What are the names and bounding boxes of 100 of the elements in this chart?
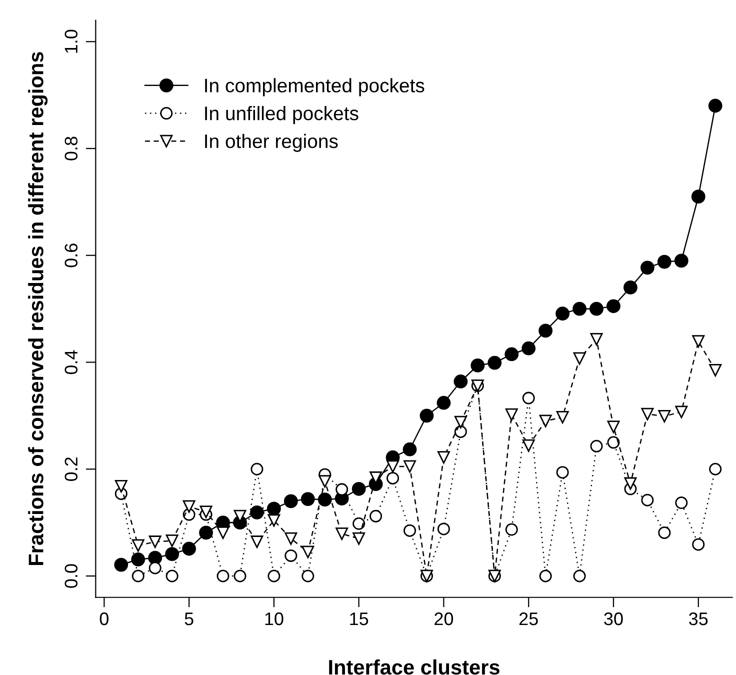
point — [200, 506, 212, 518]
point — [692, 335, 705, 348]
y-tick-label: 0.2 — [64, 457, 78, 481]
point — [674, 254, 688, 268]
point — [284, 532, 298, 545]
point — [539, 570, 552, 582]
point — [607, 436, 620, 449]
point — [318, 475, 332, 488]
point — [437, 451, 450, 464]
point — [556, 466, 569, 479]
point — [641, 494, 654, 506]
point — [148, 536, 162, 548]
point — [302, 570, 314, 582]
point — [624, 280, 638, 294]
point — [675, 496, 688, 510]
point — [675, 406, 688, 418]
point — [505, 523, 518, 536]
point — [250, 462, 264, 476]
point — [691, 190, 706, 204]
point — [640, 260, 654, 275]
point — [454, 374, 468, 388]
legend-label: In unfilled pockets — [205, 106, 358, 124]
point — [131, 552, 146, 566]
point — [404, 524, 416, 537]
x-tick-label: 0 — [100, 612, 108, 626]
point — [114, 480, 128, 492]
point — [268, 570, 280, 582]
point — [454, 416, 467, 428]
point — [573, 570, 586, 582]
point — [641, 408, 654, 420]
point — [522, 392, 535, 404]
point — [386, 472, 400, 484]
point — [657, 254, 672, 269]
point — [300, 492, 315, 506]
point — [572, 302, 586, 316]
point — [709, 462, 722, 476]
x-tick-label: 10 — [265, 612, 284, 626]
point — [470, 358, 485, 372]
point — [437, 522, 450, 536]
point — [488, 356, 502, 370]
point — [352, 482, 366, 496]
point — [539, 414, 552, 428]
point — [590, 440, 603, 452]
point — [166, 570, 178, 582]
y-tick-label: 1.0 — [64, 30, 78, 53]
point — [606, 299, 620, 314]
point — [386, 460, 400, 473]
point — [556, 306, 570, 321]
point — [336, 528, 348, 540]
legend-label: In other regions — [205, 134, 338, 152]
y-tick-label: 0.4 — [64, 350, 78, 374]
point — [420, 408, 434, 423]
x-tick-label: 15 — [350, 612, 368, 626]
point — [522, 341, 536, 356]
point — [709, 364, 722, 377]
point — [658, 410, 671, 422]
point — [538, 324, 553, 338]
point — [148, 562, 162, 574]
point — [505, 408, 518, 421]
x-axis-title: Interface clusters — [329, 659, 500, 675]
point — [250, 505, 264, 520]
point — [402, 442, 417, 456]
point — [556, 411, 569, 424]
point — [132, 570, 144, 582]
point — [504, 347, 519, 362]
point — [166, 534, 178, 547]
point — [352, 532, 366, 545]
point — [182, 500, 196, 513]
point — [199, 526, 213, 540]
point — [590, 302, 604, 316]
point — [132, 539, 144, 552]
point — [436, 396, 451, 410]
point — [284, 549, 298, 562]
legend-label: In complemented pockets — [205, 78, 424, 96]
point — [692, 538, 705, 551]
point — [302, 546, 314, 558]
point — [234, 570, 246, 582]
point — [522, 439, 535, 452]
x-tick-label: 35 — [689, 612, 708, 626]
point — [114, 558, 128, 572]
point — [336, 483, 348, 496]
point — [216, 570, 230, 582]
point — [250, 536, 264, 548]
point — [607, 420, 620, 434]
point — [266, 502, 281, 516]
y-axis-title: Fractions of conserved residues in different regions — [28, 52, 48, 565]
x-tick-label: 25 — [519, 612, 538, 626]
point — [370, 510, 382, 522]
point — [454, 425, 467, 438]
point — [284, 494, 298, 508]
point — [573, 352, 586, 365]
y-tick-label: 0.8 — [64, 136, 78, 160]
point — [318, 492, 332, 507]
x-tick-label: 30 — [604, 612, 623, 626]
point — [708, 98, 722, 113]
y-tick-label: 0.0 — [64, 564, 78, 588]
point — [590, 333, 603, 346]
point — [216, 526, 230, 539]
point — [268, 514, 280, 527]
x-tick-label: 20 — [434, 612, 454, 626]
